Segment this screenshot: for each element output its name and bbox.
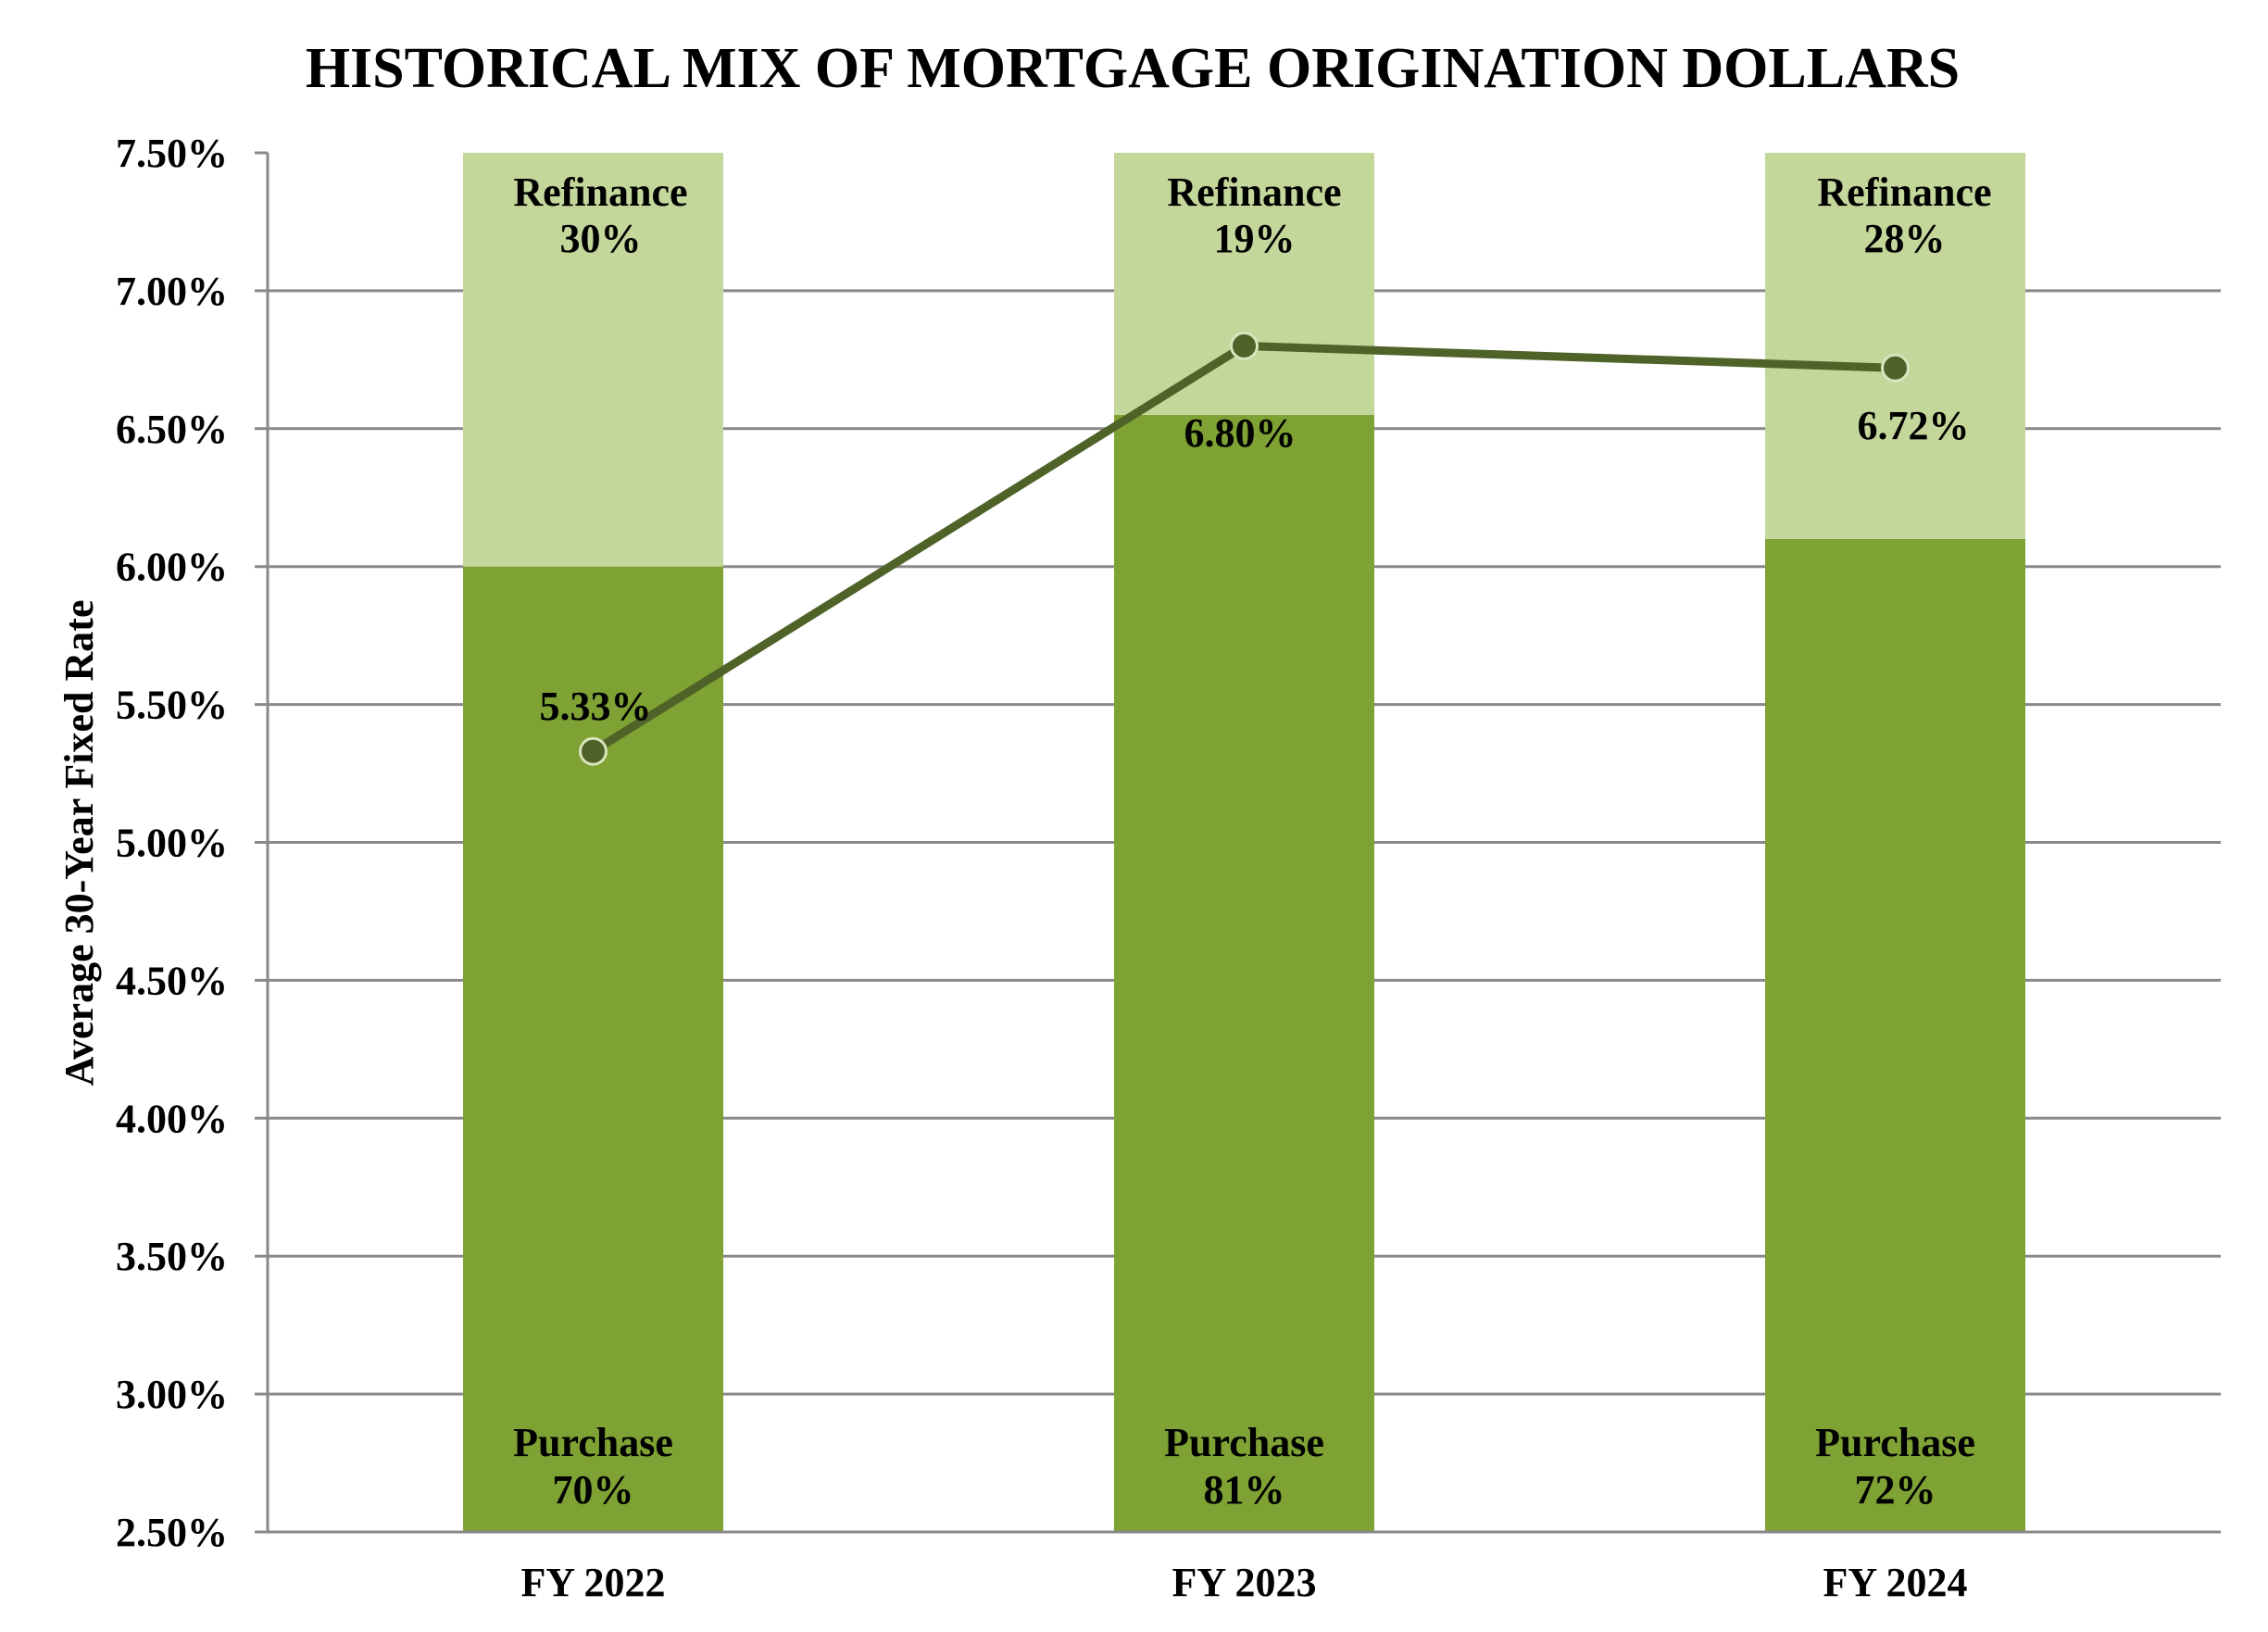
y-tick-label: 3.50% (116, 1234, 228, 1279)
purchase-percent: 81% (1204, 1467, 1285, 1513)
y-tick-label: 5.50% (116, 683, 228, 728)
refinance-label: Refinance (513, 169, 687, 215)
refinance-label: Refinance (1167, 169, 1341, 215)
chart-title: HISTORICAL MIX OF MORTGAGE ORIGINATION D… (306, 37, 1960, 100)
purchase-label: Purchase (513, 1420, 673, 1465)
bar-segment-refinance (1765, 153, 2025, 539)
purchase-percent: 70% (553, 1467, 634, 1513)
rate-line-series (579, 331, 1910, 766)
axes (255, 153, 2221, 1534)
rate-marker (579, 736, 608, 766)
x-category-label: FY 2023 (1172, 1560, 1316, 1605)
rate-marker (1881, 353, 1910, 383)
rate-value-label: 6.80% (1184, 410, 1297, 456)
y-axis-title: Average 30-Year Fixed Rate (56, 600, 102, 1086)
y-axis-tick-labels: 7.50% 7.00% 6.50% 6.00% 5.50% 5.00% 4.50% 4.00%… (116, 131, 228, 1555)
refinance-label: Refinance (1817, 169, 1991, 215)
bar-segment-labels: Refinance30%Purchase70%Refinance19%Purch… (513, 169, 1991, 1513)
y-tick-label: 7.00% (116, 269, 228, 314)
refinance-percent: 30% (560, 216, 642, 261)
refinance-percent: 19% (1214, 216, 1296, 261)
rate-value-label: 6.72% (1858, 403, 1970, 448)
purchase-percent: 72% (1855, 1467, 1936, 1513)
y-tick-label: 6.00% (116, 545, 228, 590)
y-tick-label: 6.50% (116, 407, 228, 452)
x-category-label: FY 2022 (520, 1560, 665, 1605)
y-tick-label: 4.50% (116, 958, 228, 1003)
x-category-label: FY 2024 (1823, 1560, 1967, 1605)
purchase-label: Purchase (1164, 1420, 1324, 1465)
refinance-percent: 28% (1864, 216, 1946, 261)
stacked-bars (463, 153, 2025, 1533)
y-tick-label: 2.50% (116, 1510, 228, 1555)
bar-segment-purchase (1765, 538, 2025, 1533)
rate-value-label: 5.33% (540, 684, 652, 729)
x-axis-category-labels: FY 2022 FY 2023 FY 2024 (520, 1560, 1967, 1605)
y-tick-label: 7.50% (116, 131, 228, 176)
bar-segment-purchase (1114, 414, 1374, 1532)
y-tick-label: 5.00% (116, 821, 228, 866)
bar-segment-purchase (463, 566, 723, 1533)
purchase-label: Purchase (1815, 1420, 1975, 1465)
bar-segment-refinance (463, 153, 723, 567)
y-tick-label: 4.00% (116, 1096, 228, 1141)
rate-marker (1230, 331, 1259, 360)
bar-segment-refinance (1114, 153, 1374, 415)
y-tick-label: 3.00% (116, 1372, 228, 1417)
